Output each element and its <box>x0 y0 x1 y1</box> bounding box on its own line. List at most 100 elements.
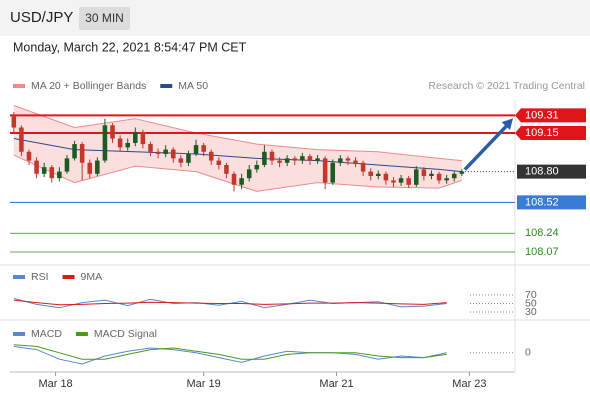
series-line <box>13 344 447 360</box>
candle-body <box>459 171 465 174</box>
x-tick-label: Mar 21 <box>319 378 353 390</box>
candle-body <box>224 164 229 174</box>
y-tick-label: 30 <box>525 306 537 318</box>
legend-label: 9MA <box>81 271 103 283</box>
candle-body <box>398 178 404 183</box>
interval-label[interactable]: 30 MIN <box>85 11 124 25</box>
candle-body <box>376 173 381 176</box>
series-line <box>13 105 462 162</box>
candle-body <box>19 127 24 152</box>
candle-body <box>72 144 77 159</box>
legend-label: MA 20 + Bollinger Bands <box>31 80 146 92</box>
candle-body <box>254 164 260 170</box>
y-tick-label: 70 <box>525 289 537 301</box>
level-box <box>517 195 586 210</box>
forecast-arrow <box>463 124 509 171</box>
level-label: 108.52 <box>525 196 559 208</box>
candle-body <box>41 167 47 174</box>
y-tick-label: 50 <box>525 297 537 309</box>
candle-body <box>57 171 62 179</box>
legend-swatch <box>62 275 75 279</box>
series-line <box>13 138 462 173</box>
candle-body <box>436 173 442 181</box>
legend-label: MA 50 <box>178 80 208 92</box>
candle-body <box>79 144 85 163</box>
legend-swatch <box>160 84 173 88</box>
interval-button[interactable] <box>79 7 130 30</box>
candle-body <box>269 151 275 161</box>
candle-body <box>451 173 457 179</box>
legend-label: MACD <box>31 328 62 340</box>
candle-body <box>284 158 290 163</box>
candle-body <box>444 178 449 181</box>
candle-body <box>178 158 184 163</box>
candle-body <box>414 169 419 185</box>
series-line <box>13 345 447 365</box>
candle-body <box>246 169 252 179</box>
candle-body <box>186 153 191 163</box>
candle-body <box>87 162 93 174</box>
x-tick-label: Mar 23 <box>452 378 486 390</box>
y-tick-label: 0 <box>525 347 531 359</box>
copyright: Research © 2021 Trading Central <box>428 80 585 92</box>
level-label: 109.15 <box>525 127 559 139</box>
candle-body <box>26 151 32 161</box>
level-label: 109.31 <box>525 109 559 121</box>
candle-body <box>262 151 267 165</box>
candle-body <box>133 131 138 143</box>
legend-label: RSI <box>31 271 49 283</box>
bollinger-band <box>13 105 462 192</box>
forecast-arrowhead <box>501 118 513 130</box>
candle-body <box>102 125 108 161</box>
candle-body <box>360 162 366 172</box>
candle-body <box>34 160 39 174</box>
candle-body <box>330 162 336 183</box>
candle-body <box>201 145 206 152</box>
candle-body <box>338 158 343 163</box>
candle-body <box>406 178 411 185</box>
candle-body <box>353 160 358 163</box>
candle-body <box>368 171 373 176</box>
symbol: USD/JPY <box>10 9 73 26</box>
candle-body <box>148 144 153 152</box>
candle-body <box>239 178 244 185</box>
candle-body <box>292 158 298 161</box>
candle-body <box>193 145 199 154</box>
candle-body <box>231 173 237 185</box>
candle-body <box>421 169 427 176</box>
legend-swatch <box>13 332 25 336</box>
candle-body <box>140 131 146 145</box>
x-tick-label: Mar 19 <box>187 378 221 390</box>
legend-label: MACD Signal <box>94 328 157 340</box>
candle-body <box>95 160 100 174</box>
candle-body <box>429 173 434 176</box>
legend-swatch <box>75 332 88 336</box>
level-box <box>515 108 586 123</box>
candle-body <box>345 158 351 161</box>
candle-body <box>11 116 17 128</box>
legend-swatch <box>13 84 25 88</box>
level-box <box>515 126 586 141</box>
candle-body <box>277 160 282 163</box>
level-label: 108.24 <box>525 227 559 239</box>
candle-body <box>300 156 305 161</box>
x-tick-label: Mar 18 <box>38 378 72 390</box>
candle-body <box>322 158 328 183</box>
candle-body <box>163 149 168 154</box>
level-label: 108.07 <box>525 246 559 258</box>
series-line <box>13 154 462 192</box>
candle-body <box>216 160 222 165</box>
level-box <box>517 164 586 179</box>
candle-body <box>155 151 161 154</box>
candle-body <box>307 156 313 161</box>
legend-swatch <box>13 275 25 279</box>
candle-body <box>49 167 55 179</box>
level-label: 108.80 <box>525 165 559 177</box>
candle-body <box>64 158 70 172</box>
datetime: Monday, March 22, 2021 8:54:47 PM CET <box>13 40 247 54</box>
candle-body <box>383 173 389 181</box>
candle-body <box>110 125 115 139</box>
candle-body <box>315 158 320 161</box>
candle-body <box>117 138 123 148</box>
